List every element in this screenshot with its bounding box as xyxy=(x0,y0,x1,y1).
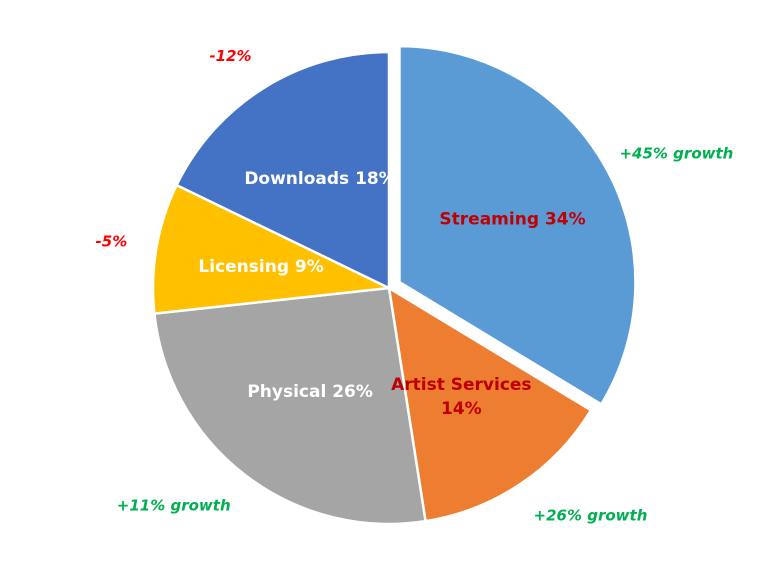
growth-label-physical: +11% growth xyxy=(117,496,231,514)
slice-label-streaming: Streaming 34% xyxy=(439,209,585,229)
slice-label-line: Licensing 9% xyxy=(198,257,323,277)
slice-label-licensing: Licensing 9% xyxy=(198,257,323,277)
growth-label-artist-services: +26% growth xyxy=(534,506,648,524)
pie-slice-streaming xyxy=(398,44,637,406)
slice-label-line: Artist Services xyxy=(391,375,531,395)
slice-label-line: Physical 26% xyxy=(247,382,373,402)
growth-label-downloads: -12% xyxy=(209,47,251,65)
growth-label-streaming: +45% growth xyxy=(619,145,733,163)
pie-slice-downloads xyxy=(175,50,391,290)
slice-label-physical: Physical 26% xyxy=(247,382,373,402)
growth-labels-layer: +45% growth +26% growth +11% growth -5% -12% xyxy=(96,47,734,524)
slices-layer xyxy=(151,44,637,526)
slice-label-artist-services: Artist Services 14% xyxy=(391,375,531,419)
slice-labels-layer: Streaming 34% Artist Services 14% Physical … xyxy=(198,169,585,419)
slice-label-line: Downloads 18% xyxy=(244,169,395,189)
slice-label-line: Streaming 34% xyxy=(439,209,585,229)
pie-slice-artist-services xyxy=(387,286,593,523)
pie-slice-licensing xyxy=(151,183,391,315)
slice-label-line: 14% xyxy=(441,399,482,419)
slice-label-downloads: Downloads 18% xyxy=(244,169,395,189)
growth-label-licensing: -5% xyxy=(96,232,128,250)
pie-slice-physical xyxy=(153,286,427,526)
